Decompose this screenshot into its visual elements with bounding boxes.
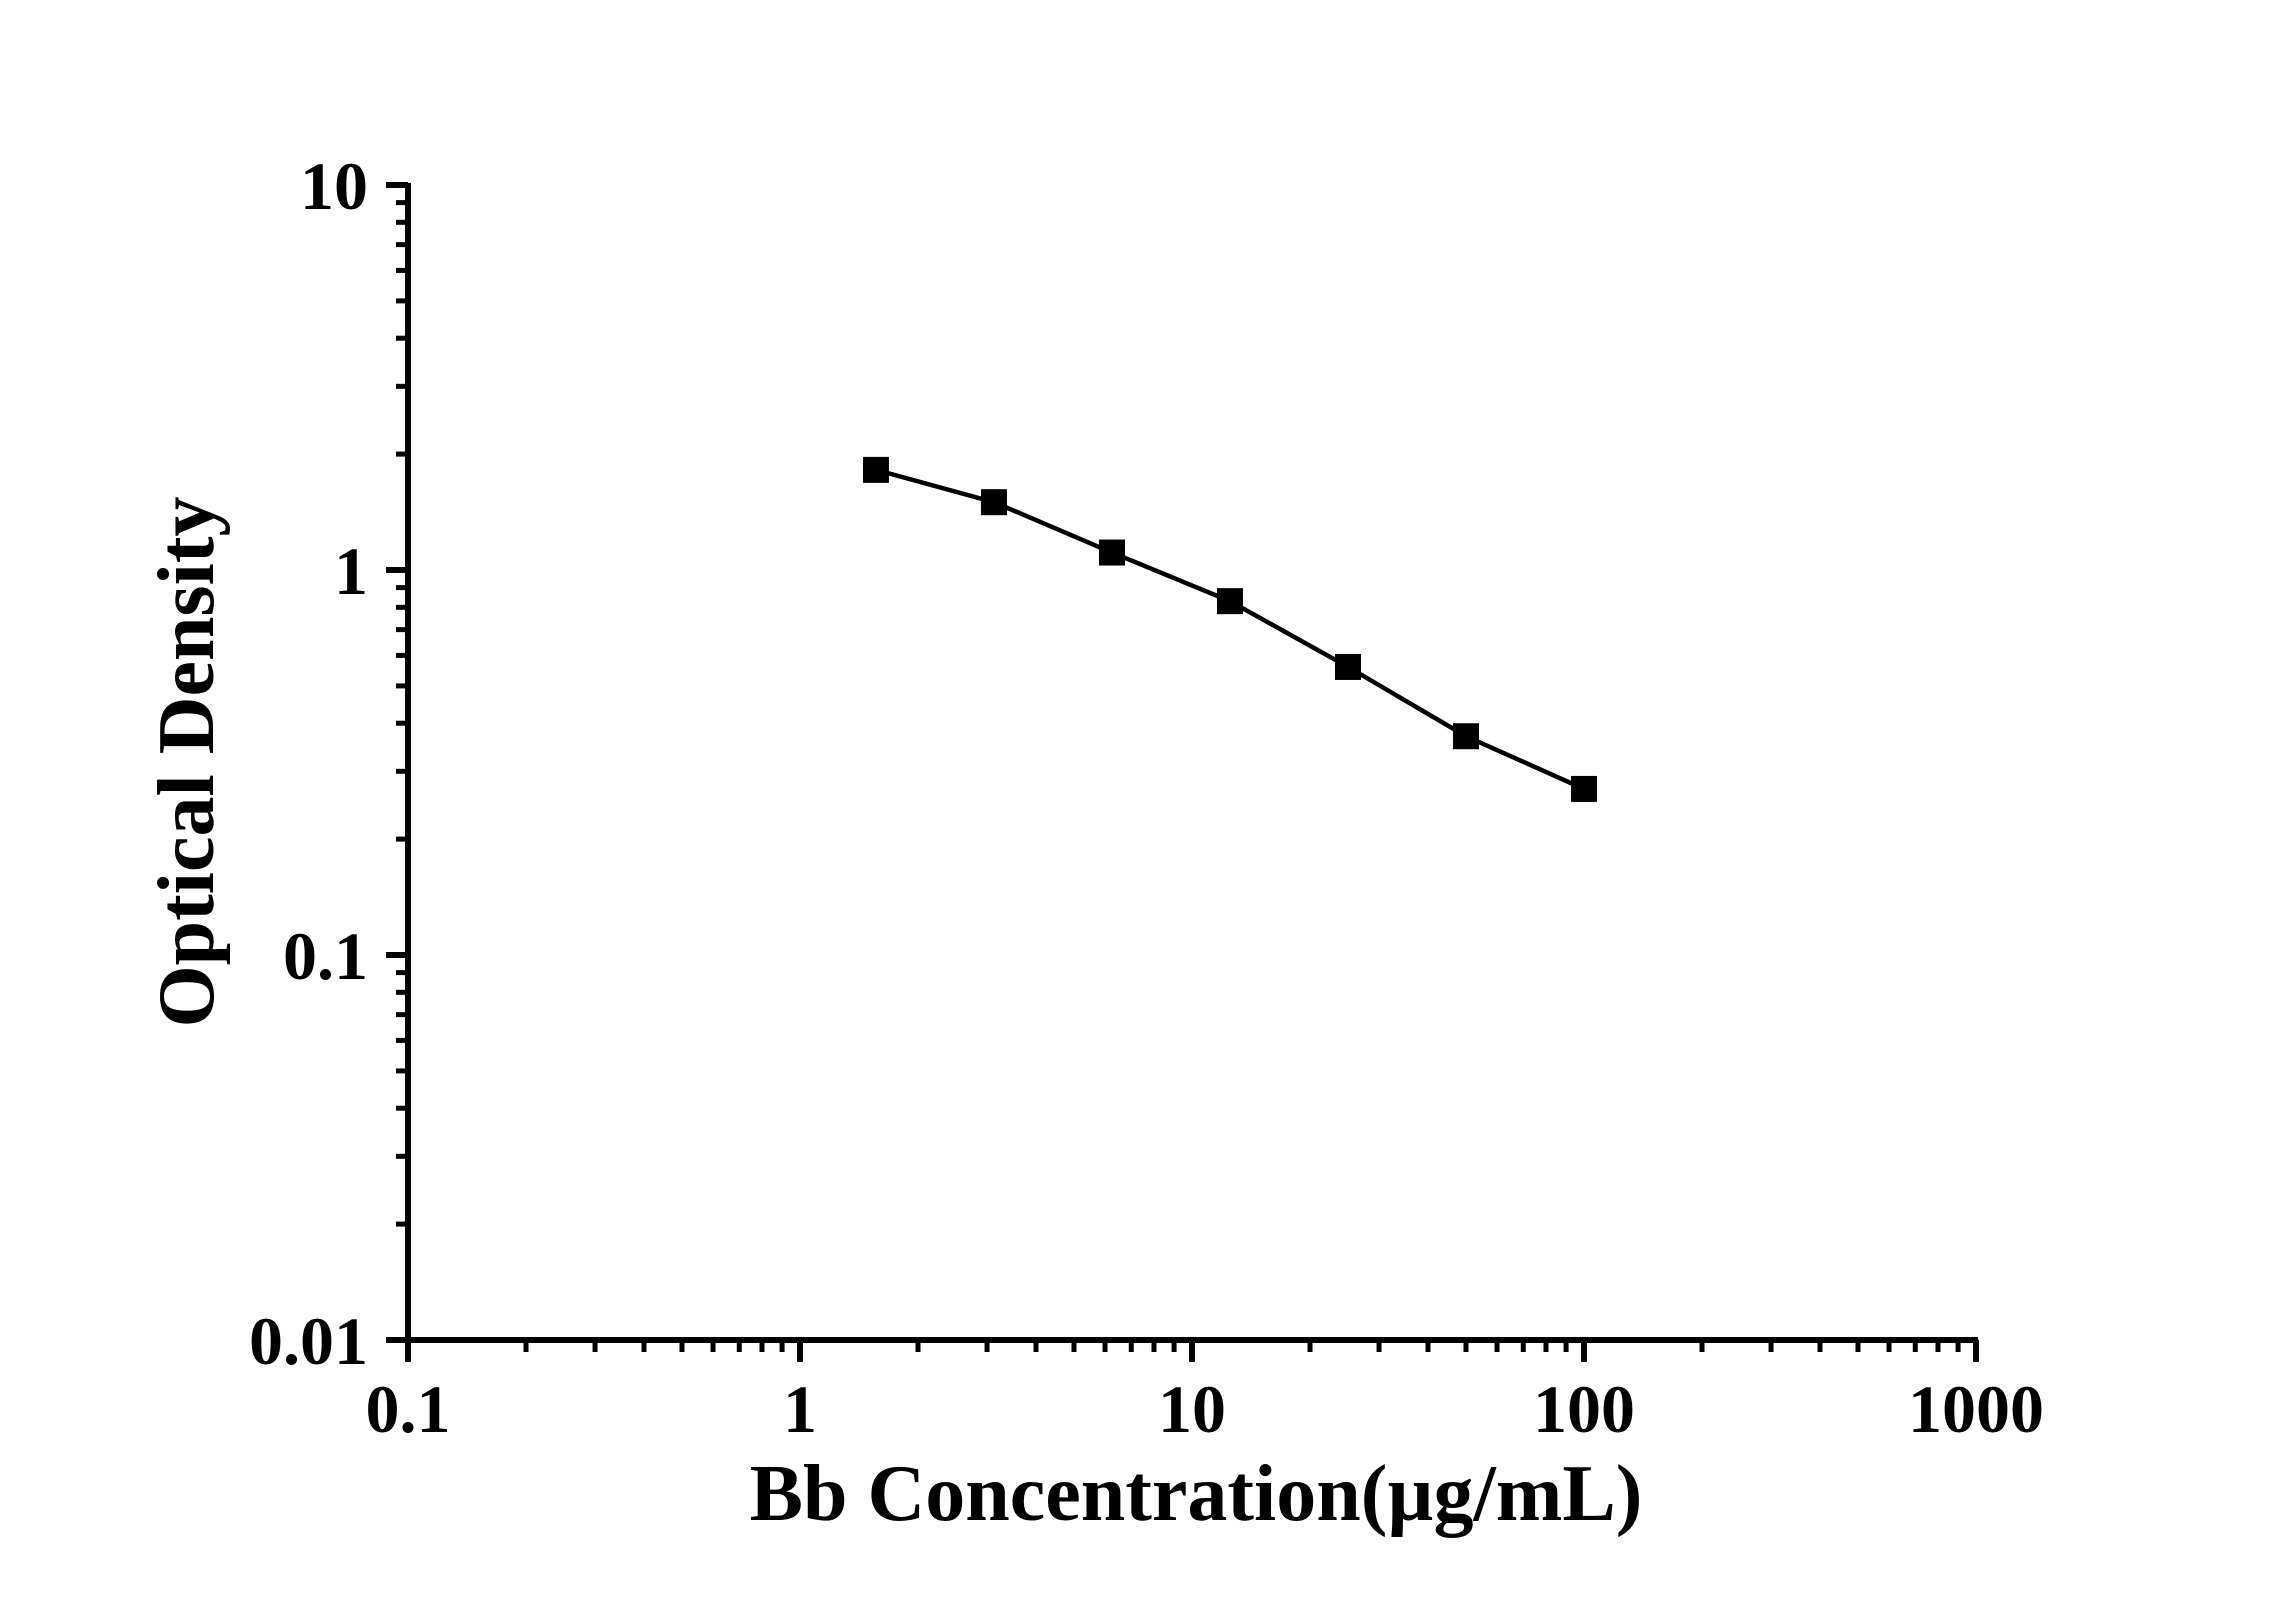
data-point-marker — [1452, 723, 1479, 750]
data-point-marker — [1334, 653, 1361, 680]
x-tick-label: 0.1 — [366, 1371, 451, 1447]
y-tick-label: 1 — [334, 533, 368, 609]
y-tick-label: 0.1 — [283, 918, 368, 994]
data-point-marker — [980, 489, 1007, 516]
x-tick-label: 1000 — [1908, 1371, 2044, 1447]
data-point-marker — [1571, 775, 1597, 802]
data-point-marker — [862, 456, 889, 483]
y-axis-title: Optical Density — [143, 496, 231, 1027]
x-axis-title: Bb Concentration(µg/mL) — [750, 1450, 1643, 1538]
data-point-marker — [1216, 588, 1243, 615]
x-tick-label: 1 — [783, 1371, 817, 1447]
y-tick-label: 10 — [300, 148, 368, 224]
y-tick-label: 0.01 — [249, 1303, 368, 1379]
data-point-marker — [1098, 539, 1125, 566]
x-tick-label: 100 — [1533, 1371, 1635, 1447]
x-tick-label: 10 — [1158, 1371, 1226, 1447]
